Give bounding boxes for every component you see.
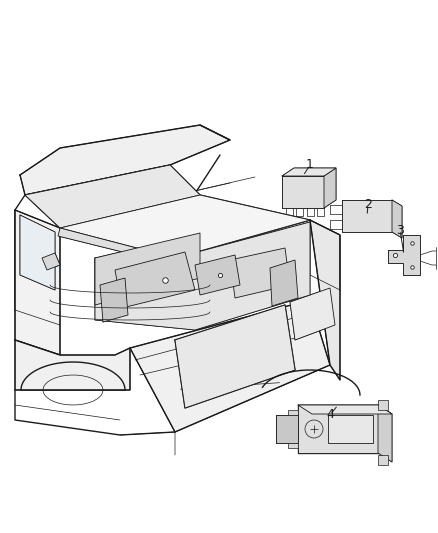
Polygon shape	[20, 215, 55, 290]
Bar	[378, 400, 388, 410]
Polygon shape	[100, 278, 128, 322]
Polygon shape	[342, 200, 392, 232]
Text: 4: 4	[326, 408, 334, 422]
Polygon shape	[310, 220, 340, 380]
Polygon shape	[58, 228, 175, 265]
Polygon shape	[25, 165, 200, 228]
Polygon shape	[282, 168, 336, 176]
Polygon shape	[130, 300, 330, 432]
Text: 2: 2	[364, 198, 372, 212]
Bar	[288, 438, 298, 448]
Polygon shape	[324, 168, 336, 208]
Polygon shape	[20, 125, 230, 195]
Polygon shape	[276, 415, 298, 443]
Polygon shape	[298, 405, 392, 414]
Polygon shape	[282, 176, 324, 208]
Polygon shape	[15, 210, 60, 355]
Polygon shape	[60, 195, 310, 258]
Polygon shape	[95, 233, 200, 305]
Polygon shape	[115, 252, 195, 308]
Polygon shape	[42, 253, 60, 270]
Text: 1: 1	[306, 158, 314, 172]
Polygon shape	[230, 248, 290, 298]
Polygon shape	[328, 415, 373, 443]
Polygon shape	[270, 260, 298, 306]
Bar	[378, 455, 388, 465]
Polygon shape	[392, 200, 402, 238]
Polygon shape	[195, 255, 240, 295]
Bar	[288, 410, 298, 420]
Polygon shape	[290, 288, 335, 340]
Polygon shape	[388, 235, 420, 275]
Polygon shape	[378, 405, 392, 462]
Polygon shape	[95, 222, 310, 330]
Text: 3: 3	[396, 223, 404, 237]
Polygon shape	[15, 340, 130, 390]
Polygon shape	[298, 405, 378, 453]
Polygon shape	[175, 305, 295, 408]
